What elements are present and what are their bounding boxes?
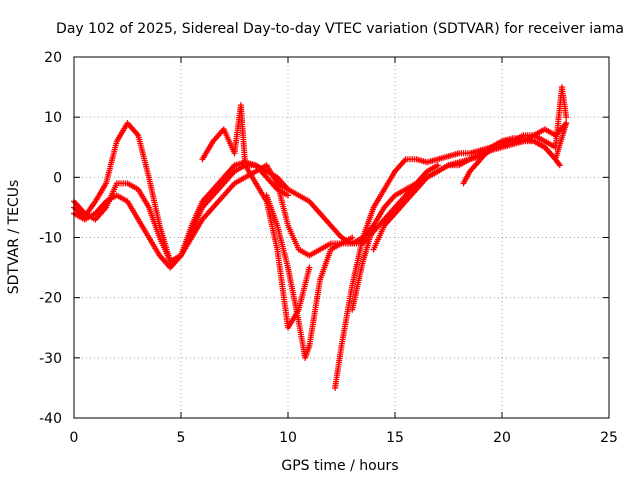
y-tick-label: -40 [39, 411, 62, 427]
x-tick-label: 25 [600, 430, 618, 446]
grid [74, 57, 609, 418]
series-track-3 [71, 162, 356, 271]
series-track-7 [332, 120, 570, 391]
x-tick-label: 5 [177, 430, 186, 446]
chart-title: Day 102 of 2025, Sidereal Day-to-day VTE… [56, 21, 624, 37]
data-point [556, 162, 563, 169]
x-tick-label: 10 [279, 430, 297, 446]
x-tick-label: 15 [386, 430, 404, 446]
y-tick-label: 20 [44, 50, 62, 66]
y-axis-label: SDTVAR / TECUs [6, 180, 22, 295]
series-track-5 [263, 192, 377, 361]
series-track-6 [274, 162, 441, 247]
plot-series [71, 84, 570, 391]
data-point [563, 120, 570, 127]
series-track-8 [349, 84, 570, 313]
series-track-4 [199, 102, 313, 331]
y-tick-label: 10 [44, 110, 62, 126]
y-axis-ticks: -40 -30 -20 -10 0 10 20 [39, 50, 609, 427]
series-track-10 [460, 135, 563, 187]
y-tick-label: -10 [39, 231, 62, 247]
x-tick-label: 20 [493, 430, 511, 446]
x-axis-label: GPS time / hours [281, 458, 398, 474]
data-point [306, 264, 313, 271]
series-track-2 [71, 159, 291, 265]
x-axis-ticks: 0 5 10 15 20 25 [70, 57, 618, 446]
y-tick-label: -30 [39, 351, 62, 367]
x-tick-label: 0 [70, 430, 79, 446]
data-point [434, 162, 441, 169]
data-point [563, 114, 570, 121]
data-point [285, 192, 291, 199]
y-tick-label: 0 [53, 170, 62, 186]
y-tick-label: -20 [39, 291, 62, 307]
data-point [349, 234, 356, 241]
